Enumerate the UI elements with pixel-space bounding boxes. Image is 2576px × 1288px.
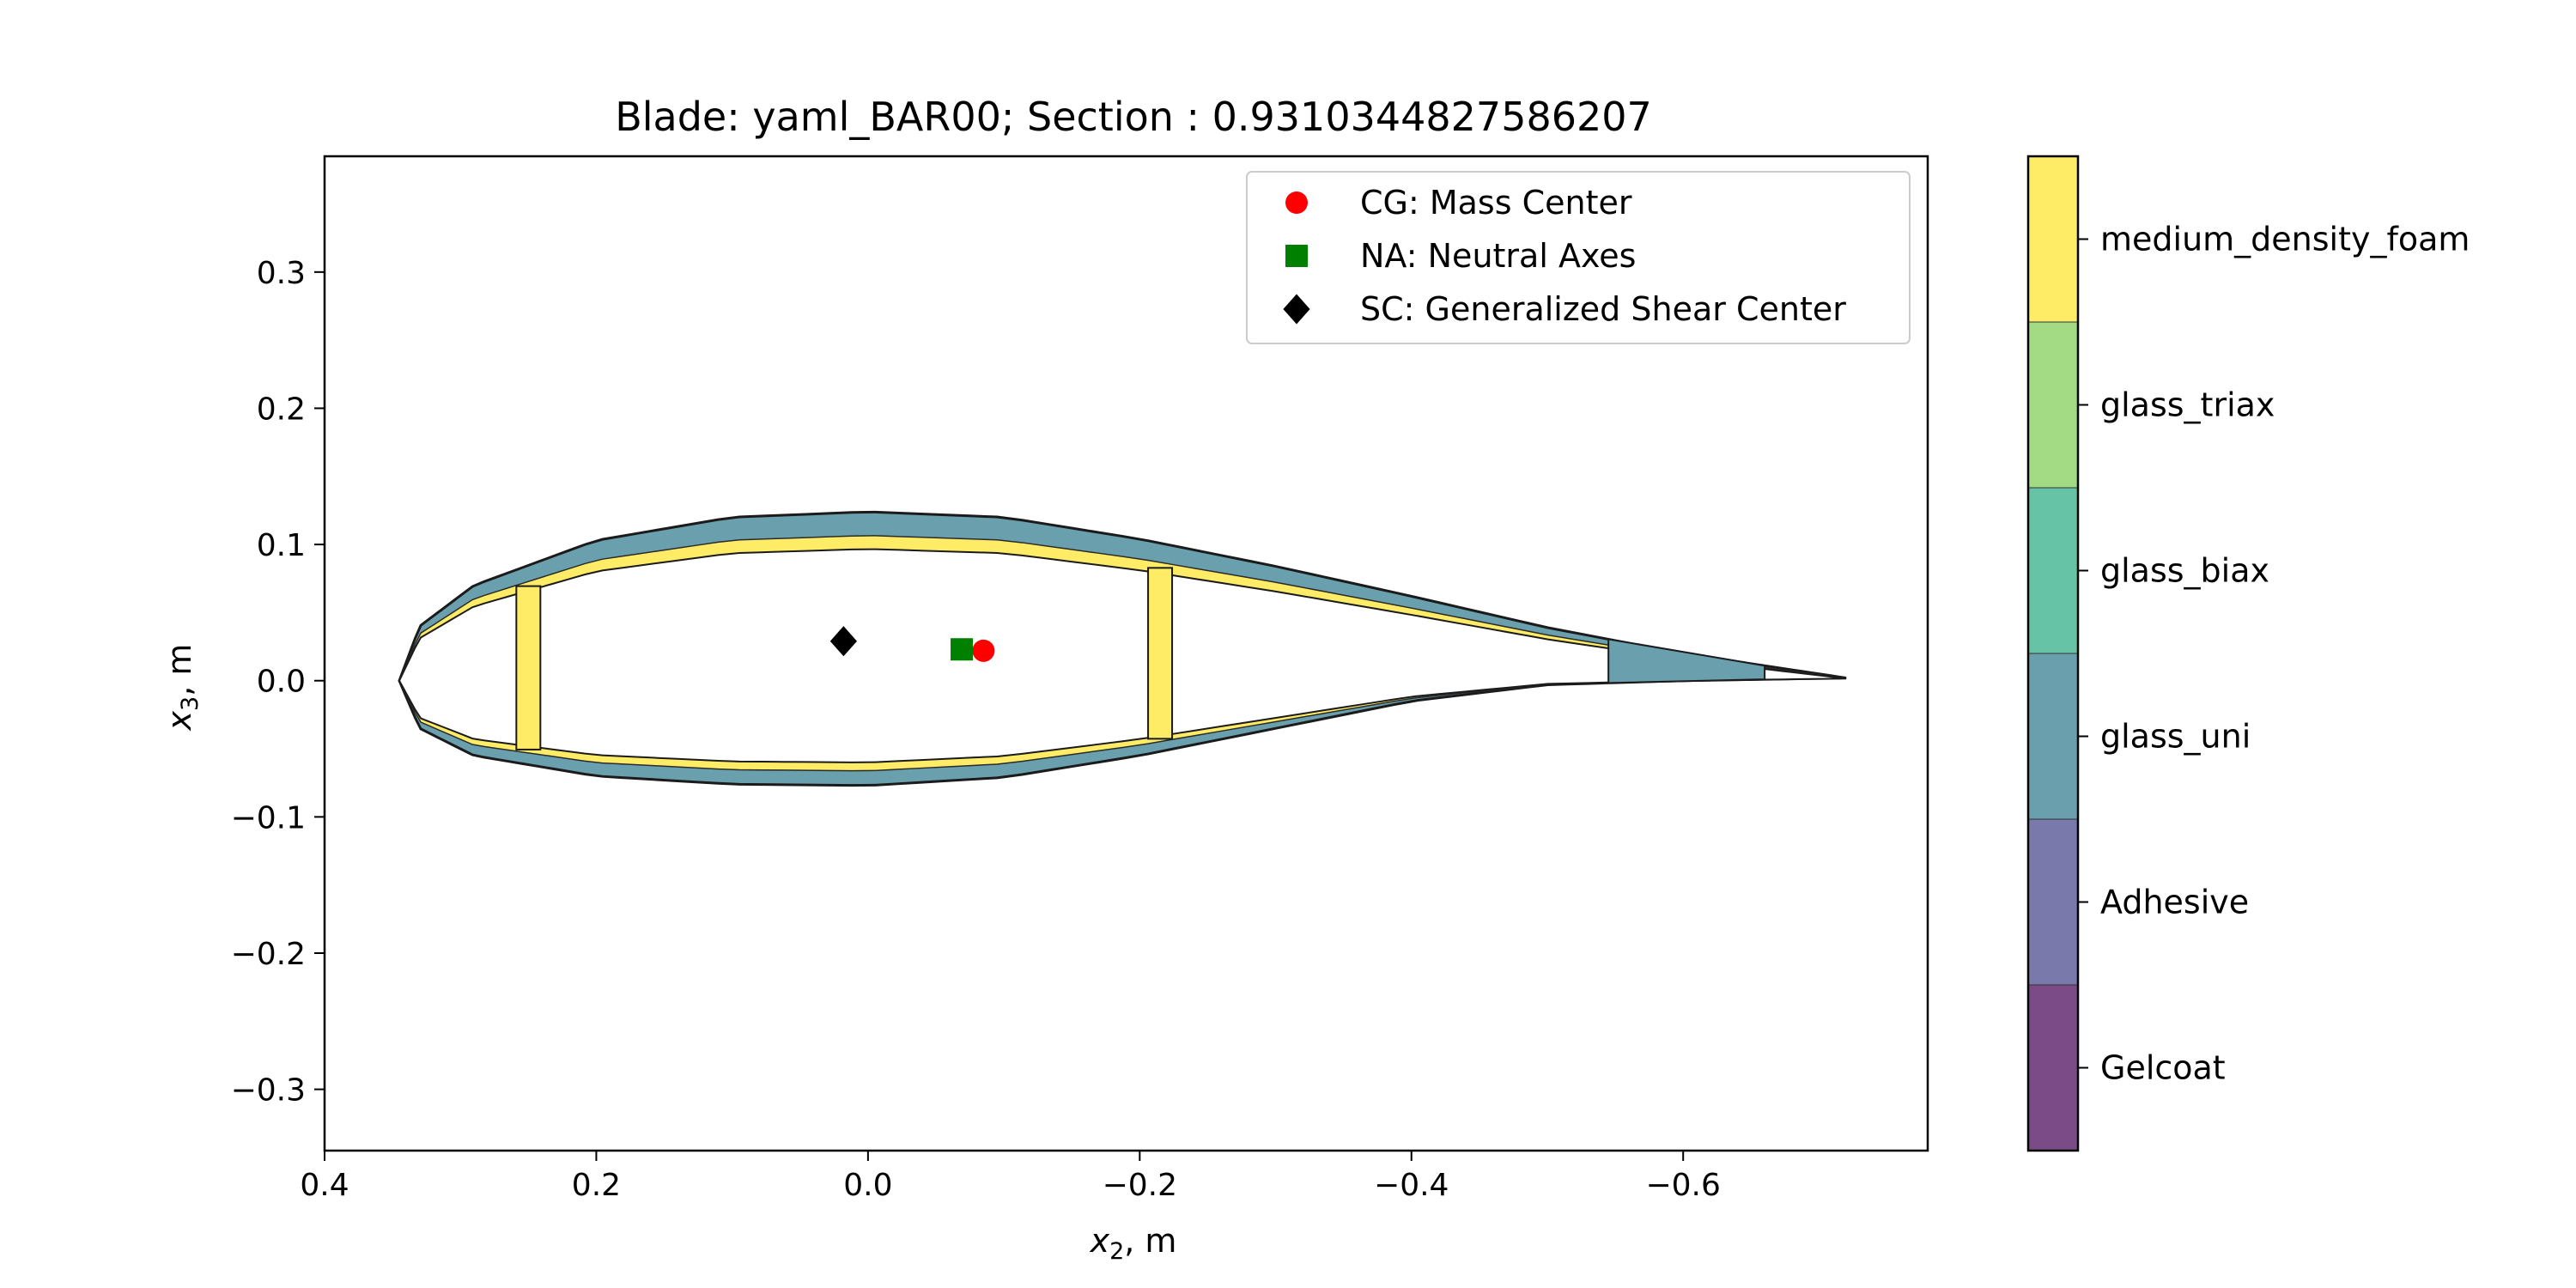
x-tick-label: −0.2	[1103, 1168, 1177, 1203]
colorbar: Gelcoat Adhesive glass_uni glass_biax glass_…	[2026, 155, 2470, 1152]
x-axis-label: x2, m	[1090, 1222, 1177, 1265]
colorbar-segment	[2028, 322, 2078, 488]
y-axis-label-subscript: 3	[177, 696, 204, 711]
x-axis-label-symbol: x	[1090, 1222, 1110, 1260]
na-point	[951, 638, 974, 661]
y-tick-label: −0.3	[231, 1073, 306, 1109]
legend-label: NA: Neutral Axes	[1360, 237, 1636, 275]
airfoil-interior	[398, 548, 1847, 763]
colorbar-label: Gelcoat	[2100, 1049, 2226, 1087]
legend-marker	[1285, 191, 1308, 214]
x-tick-label: 0.4	[300, 1168, 349, 1203]
legend-marker	[1285, 245, 1308, 267]
chart-title: Blade: yaml_BAR00; Section : 0.931034482…	[615, 94, 1652, 140]
y-axis-label-symbol: x	[161, 710, 198, 731]
y-tick-label: 0.1	[257, 528, 306, 563]
colorbar-segment	[2028, 819, 2078, 985]
colorbar-segment	[2028, 488, 2078, 653]
y-axis-label-unit: , m	[161, 644, 198, 696]
colorbar-label: Adhesive	[2100, 884, 2249, 921]
x-tick-label: −0.4	[1374, 1168, 1449, 1203]
sc-point	[829, 626, 858, 657]
legend-label: SC: Generalized Shear Center	[1360, 290, 1846, 328]
trailing-edge-reinforcement	[1607, 638, 1766, 684]
colorbar-frame	[2026, 155, 2080, 1152]
colorbar-label: medium_density_foam	[2100, 221, 2470, 258]
y-axis-label: x3, m	[161, 644, 204, 732]
legend-marker	[1283, 294, 1310, 325]
plot-area: 0.4 0.2 0.0 −0.2 −0.4 −0.6 0.3 0.2 0.1 0.0 −0.1 −0.…	[231, 155, 1929, 1203]
x-tick-label: −0.6	[1645, 1168, 1720, 1203]
colorbar-label: glass_triax	[2100, 386, 2275, 424]
y-tick-label: −0.1	[231, 800, 306, 835]
axes-frame	[323, 155, 1929, 1152]
colorbar-label: glass_uni	[2100, 718, 2251, 756]
legend-label: CG: Mass Center	[1360, 184, 1632, 222]
shear-web-1	[515, 585, 542, 750]
y-tick-label: −0.2	[231, 937, 306, 972]
x-axis-label-unit: , m	[1124, 1222, 1176, 1260]
colorbar-segment	[2028, 156, 2078, 322]
cg-point	[972, 639, 995, 662]
shear-web-2	[1147, 567, 1174, 740]
y-tick-label: 0.3	[257, 256, 306, 291]
legend: CG: Mass Center NA: Neutral Axes SC: Gener…	[1246, 171, 1911, 344]
colorbar-segment	[2028, 653, 2078, 819]
y-tick-label: 0.0	[257, 665, 306, 700]
x-tick-label: 0.2	[572, 1168, 621, 1203]
colorbar-segment	[2028, 985, 2078, 1151]
y-tick-label: 0.2	[257, 392, 306, 427]
x-axis-label-subscript: 2	[1109, 1238, 1124, 1265]
x-tick-label: 0.0	[843, 1168, 892, 1203]
colorbar-label: glass_biax	[2100, 552, 2269, 590]
legend-box	[1246, 171, 1911, 344]
